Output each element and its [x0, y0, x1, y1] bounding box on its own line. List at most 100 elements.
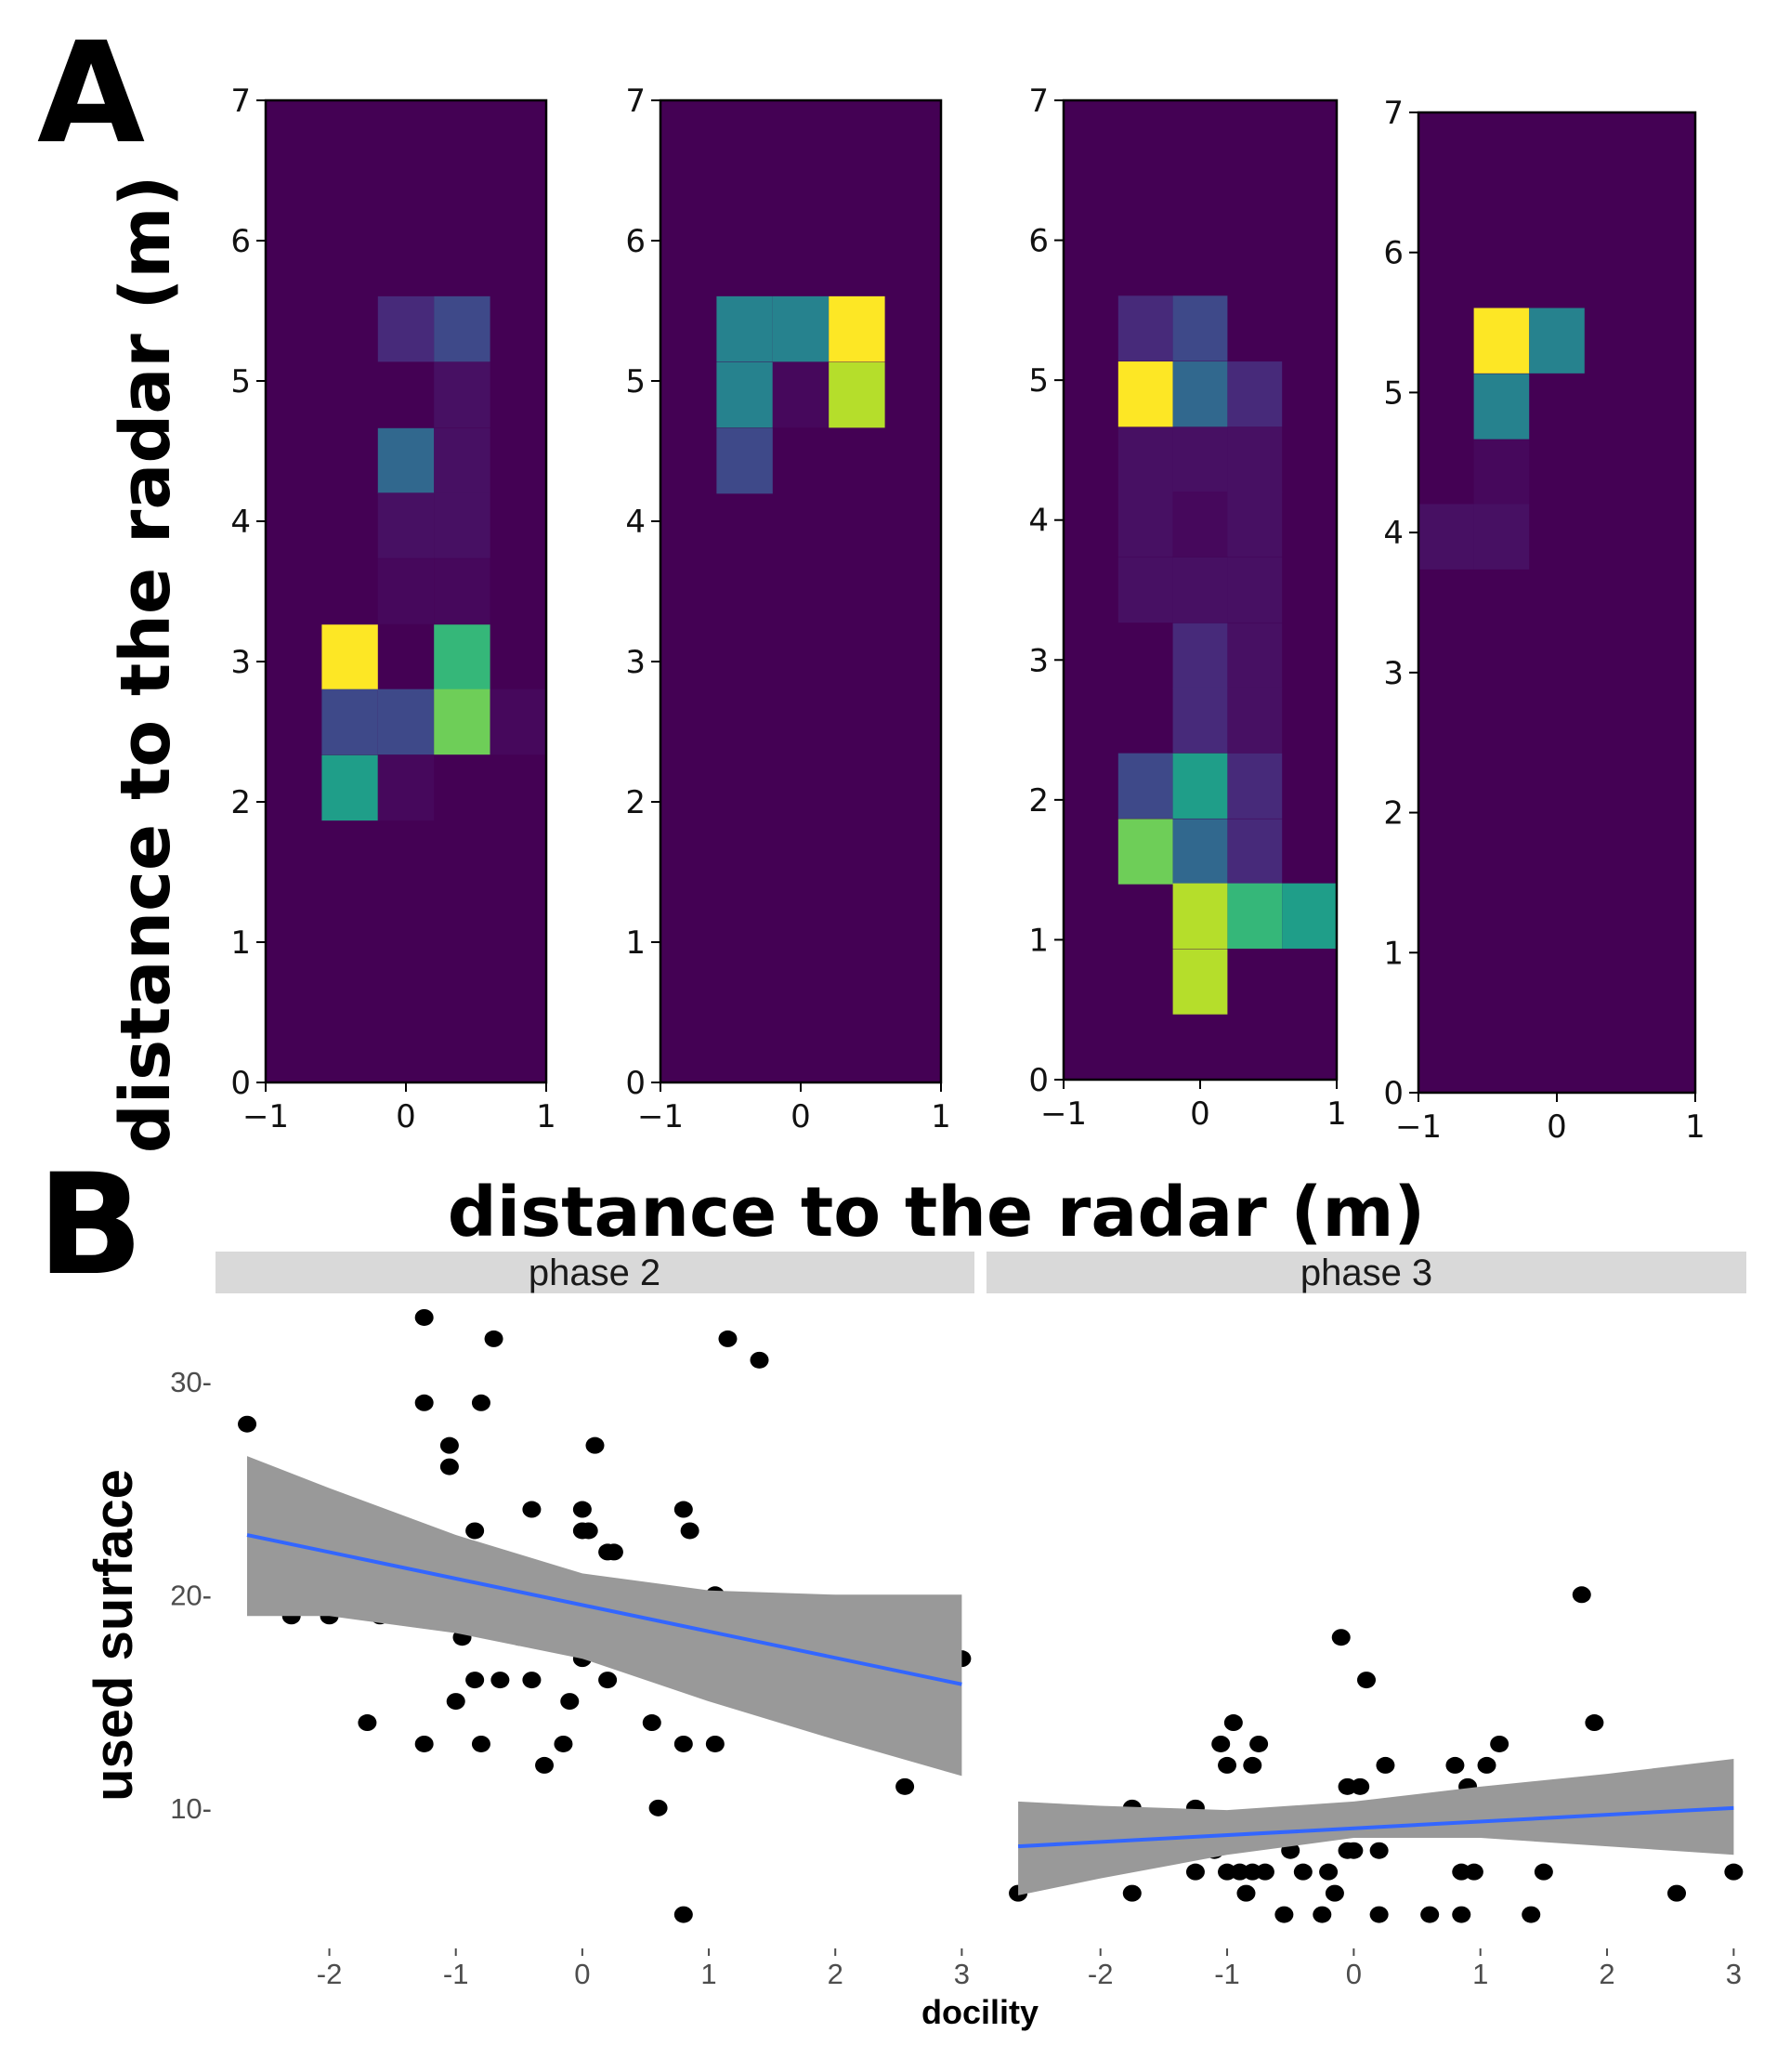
heatmap-cell	[321, 754, 378, 821]
data-point	[1211, 1735, 1231, 1752]
data-point	[1249, 1735, 1269, 1752]
x-tick-label: 1	[1326, 1095, 1347, 1133]
y-tick-label: 3	[1028, 642, 1049, 679]
heatmap-cell	[1117, 361, 1173, 427]
y-tick-label: 1	[1028, 922, 1049, 959]
y-tick-label: 4	[230, 504, 251, 541]
data-point	[648, 1799, 668, 1816]
data-point	[1477, 1756, 1496, 1774]
heatmap-cell	[1227, 687, 1283, 754]
heatmap-cell	[1172, 623, 1228, 688]
panel-a-ylabel: distance to the radar (m)	[106, 176, 186, 1154]
data-point	[471, 1735, 490, 1752]
facet-strip-label-phase-3: phase 3	[1300, 1252, 1432, 1293]
heatmap-cell	[1473, 439, 1530, 505]
data-point	[579, 1522, 598, 1540]
heatmap-cell	[1227, 492, 1283, 557]
data-point	[439, 1458, 459, 1475]
panel-label-a: A	[37, 13, 145, 175]
y-tick-label: 1	[1383, 935, 1404, 972]
heatmap-cell	[716, 427, 773, 494]
x-tick-label: 1	[1472, 1958, 1488, 1990]
heatmap-background	[660, 100, 941, 1082]
heatmap-cell	[1227, 361, 1283, 427]
x-tick-label: -2	[317, 1958, 343, 1990]
data-point	[1420, 1906, 1440, 1923]
heatmap-cell	[716, 361, 773, 428]
data-point	[1293, 1863, 1313, 1881]
x-tick-label: 0	[791, 1098, 811, 1135]
y-tick-label: 6	[1383, 235, 1404, 272]
y-tick-label: 6	[1028, 223, 1049, 260]
heatmap-cell	[1172, 557, 1228, 623]
heatmap-cell	[377, 688, 435, 755]
data-point	[1344, 1842, 1364, 1859]
data-point	[1331, 1629, 1351, 1646]
x-tick-label: 1	[1685, 1108, 1705, 1146]
data-point	[446, 1693, 465, 1711]
x-tick-label: 3	[954, 1958, 970, 1990]
y-tick-label: 6	[625, 223, 646, 260]
heatmap-cell	[1117, 557, 1173, 623]
data-point	[484, 1330, 503, 1347]
heatmap-cell	[1172, 295, 1228, 361]
data-point	[560, 1693, 580, 1711]
heatmap-cell	[829, 295, 885, 362]
data-point	[1274, 1906, 1294, 1923]
x-tick-label: −1	[1395, 1108, 1442, 1146]
heatmap-cell	[716, 295, 773, 362]
heatmap-cell	[1172, 753, 1228, 819]
data-point	[1325, 1884, 1344, 1902]
data-point	[1255, 1863, 1274, 1881]
y-tick-label: 5	[230, 363, 251, 400]
heatmap-cell	[434, 361, 490, 428]
data-point	[1452, 1906, 1471, 1923]
x-tick-label: 0	[396, 1098, 416, 1135]
heatmap-cell	[377, 558, 435, 624]
data-point	[471, 1394, 490, 1411]
data-point	[895, 1777, 915, 1795]
data-point	[750, 1351, 769, 1369]
y-tick-label: 0	[1383, 1075, 1404, 1112]
x-tick-label: 1	[700, 1958, 716, 1990]
data-point	[1490, 1735, 1509, 1752]
heatmap-cell	[1172, 819, 1228, 885]
heatmap-cell	[1227, 753, 1283, 819]
x-tick-label: 3	[1726, 1958, 1742, 1990]
x-tick-label: 2	[1599, 1958, 1614, 1990]
y-tick-label: 3	[1383, 655, 1404, 692]
facet-strip-phase-2	[216, 1252, 974, 1293]
x-tick-label: −1	[242, 1098, 289, 1135]
heatmap-cell	[1117, 753, 1173, 819]
heatmap-cell	[1172, 361, 1228, 427]
y-tick-label: 2	[625, 784, 646, 821]
data-point	[490, 1672, 510, 1689]
heatmap-cell	[1227, 426, 1283, 493]
heatmap-cell	[1172, 949, 1228, 1015]
heatmap-cell	[1282, 883, 1337, 949]
y-tick-label: 2	[1028, 782, 1049, 820]
y-tick-label: 2	[1383, 795, 1404, 833]
y-tick-label: 6	[230, 223, 251, 260]
heatmap-cell	[772, 295, 830, 362]
x-tick-label: −1	[637, 1098, 684, 1135]
panel-label-b: B	[37, 1145, 143, 1306]
y-tick-label: 1	[625, 925, 646, 962]
y-tick-label: 1	[230, 925, 251, 962]
data-point	[414, 1308, 434, 1326]
heatmap-cell	[377, 492, 435, 558]
heatmap-cell	[377, 754, 435, 821]
y-tick-label: 4	[1028, 503, 1049, 540]
x-tick-label: 0	[1190, 1095, 1210, 1133]
data-point	[1243, 1756, 1262, 1774]
x-tick-label: 0	[574, 1958, 590, 1990]
y-tick-label: 5	[1028, 362, 1049, 400]
data-point	[465, 1522, 485, 1540]
data-point	[585, 1436, 605, 1454]
confidence-ribbon	[247, 1456, 962, 1777]
y-tick-label: 3	[230, 644, 251, 681]
y-tick-label: 3	[625, 644, 646, 681]
